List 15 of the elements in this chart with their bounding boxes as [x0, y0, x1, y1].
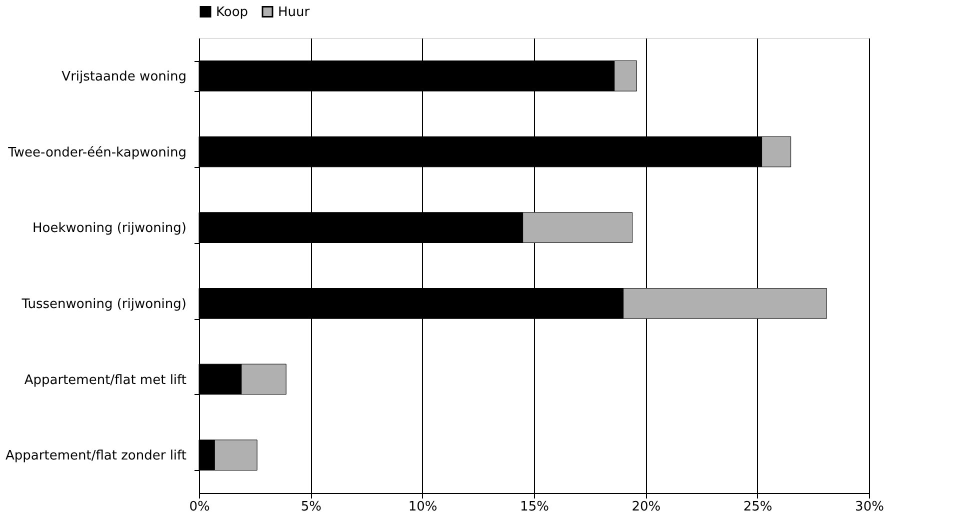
x-tick-label: 15%: [520, 500, 549, 514]
legend-label: Huur: [278, 4, 310, 20]
x-tick-label: 5%: [300, 500, 322, 514]
x-tick-label: 25%: [743, 500, 772, 514]
x-tick-label: 30%: [855, 500, 884, 514]
y-tick-label: Hoekwoning (rijwoning): [32, 221, 186, 236]
y-tick-label: Appartement/flat zonder lift: [6, 448, 186, 464]
y-tick-label: Vrijstaande woning: [62, 69, 186, 84]
y-tick-label: Appartement/flat met lift: [24, 372, 186, 388]
x-tick-label: 10%: [408, 500, 438, 514]
x-tick-label: 20%: [632, 500, 661, 514]
y-tick-label: Tussenwoning (rijwoning): [20, 296, 186, 312]
x-tick-label: 0%: [189, 500, 210, 514]
y-tick-label: Twee-onder-één-kapwoning: [7, 145, 186, 160]
legend-label: Koop: [216, 4, 248, 20]
